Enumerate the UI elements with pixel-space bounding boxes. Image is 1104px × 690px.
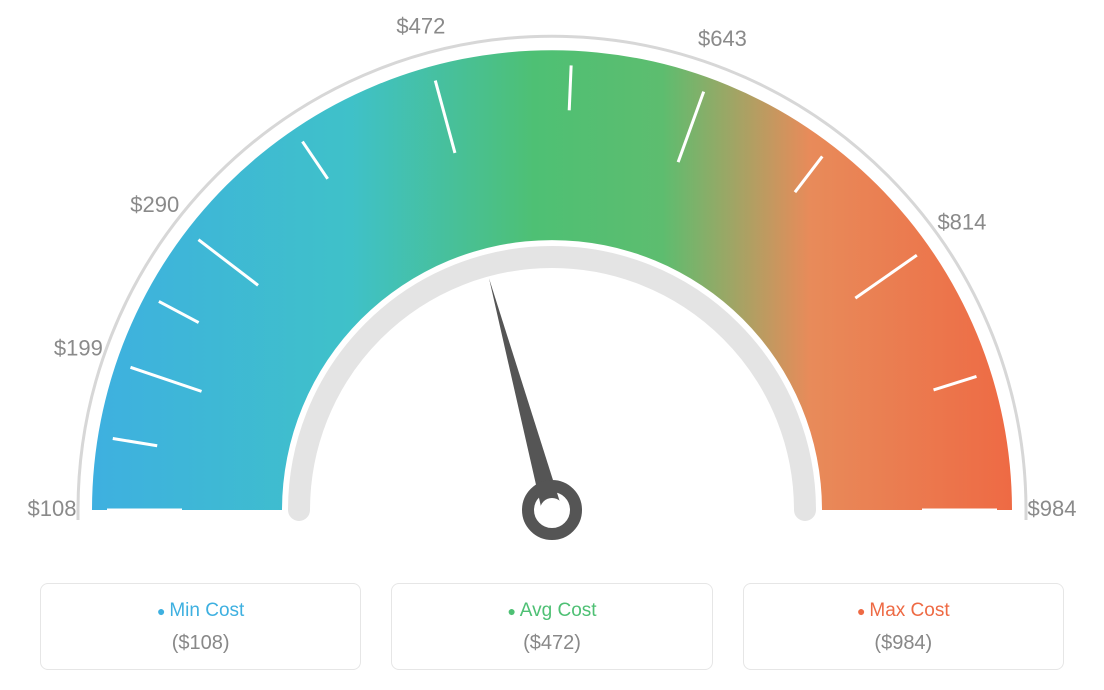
- gauge-tick-label: $643: [698, 26, 747, 51]
- legend-row: Min Cost ($108) Avg Cost ($472) Max Cost…: [0, 583, 1104, 670]
- legend-min-value: ($108): [51, 632, 350, 655]
- legend-max-label: Max Cost: [754, 600, 1053, 622]
- legend-card-min: Min Cost ($108): [40, 583, 361, 670]
- cost-gauge-chart: $108 $199 $290 $472 $643 $814 $984 Min Cost ($…: [0, 0, 1104, 690]
- legend-max-value: ($984): [754, 632, 1053, 655]
- legend-card-avg: Avg Cost ($472): [391, 583, 712, 670]
- gauge-tick-label: $199: [54, 336, 103, 361]
- gauge-tick-label: $108: [28, 496, 77, 521]
- legend-card-max: Max Cost ($984): [743, 583, 1064, 670]
- gauge-tick-label: $290: [130, 192, 179, 217]
- gauge-tick-label: $472: [396, 13, 445, 38]
- gauge-svg: $108 $199 $290 $472 $643 $814 $984: [0, 0, 1104, 560]
- gauge-area: $108 $199 $290 $472 $643 $814 $984: [0, 0, 1104, 560]
- gauge-tick-label: $814: [937, 210, 986, 235]
- legend-min-label: Min Cost: [51, 600, 350, 622]
- legend-avg-label: Avg Cost: [402, 600, 701, 622]
- gauge-tick-label: $984: [1028, 496, 1077, 521]
- legend-avg-value: ($472): [402, 632, 701, 655]
